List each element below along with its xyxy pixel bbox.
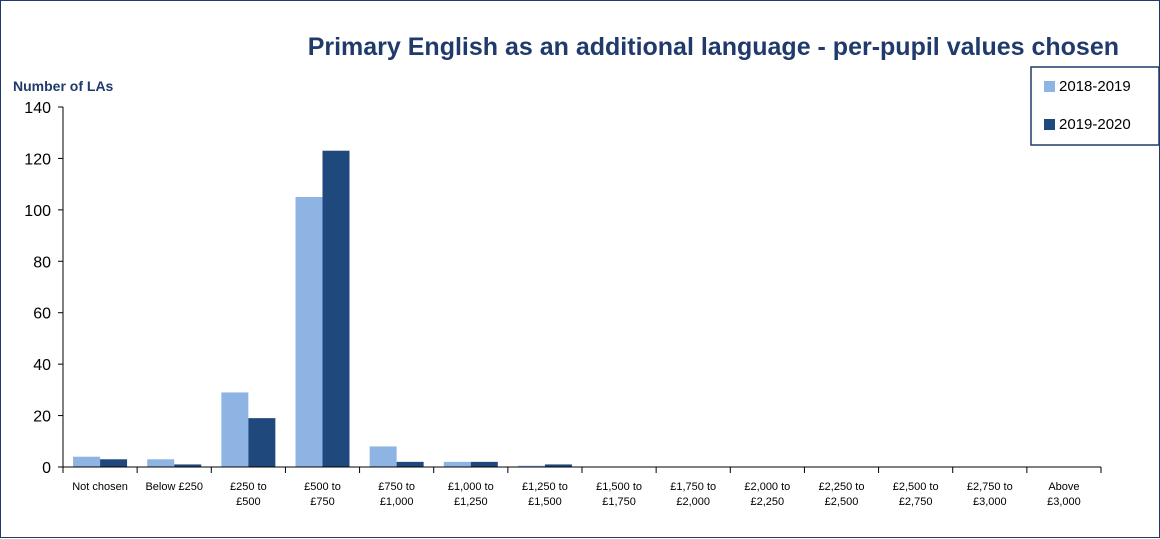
bar-2018-2019 — [443, 461, 471, 467]
y-axis: 0 20 40 60 80 100 120 140 — [24, 100, 64, 477]
bars — [73, 150, 572, 467]
y-tick-label: 140 — [24, 100, 51, 117]
bar-2019-2020 — [100, 459, 128, 467]
x-tick-label: £250 to £500 — [230, 481, 267, 508]
x-tick-label: £2,000 to £2,250 — [744, 481, 790, 508]
bar-2019-2020 — [322, 150, 350, 467]
legend-label: 2018-2019 — [1059, 78, 1131, 95]
x-tick-label: £1,000 to £1,250 — [448, 481, 494, 508]
x-tick-label: Not chosen — [72, 481, 128, 493]
bar-2018-2019 — [147, 459, 175, 467]
x-tick-label: £500 to £750 — [304, 481, 341, 508]
bar-2019-2020 — [470, 461, 498, 467]
bar-2019-2020 — [174, 464, 202, 467]
legend-label: 2019-2020 — [1059, 116, 1131, 133]
bar-2019-2020 — [396, 461, 424, 467]
legend-box — [1030, 66, 1160, 146]
bar-2018-2019 — [221, 392, 249, 467]
x-axis: Not chosen Below £250 £250 to £500 £500 to £7… — [62, 466, 1102, 508]
bar-2018-2019 — [73, 456, 101, 467]
x-tick-label: £750 to £1,000 — [378, 481, 415, 508]
legend-swatch — [1044, 119, 1055, 130]
bar-2018-2019 — [295, 197, 323, 467]
bar-2019-2020 — [248, 418, 276, 467]
bar-2019-2020 — [544, 464, 572, 467]
bar-2018-2019 — [517, 465, 545, 467]
y-tick-label: 80 — [33, 254, 51, 271]
y-tick-label: 120 — [24, 151, 51, 168]
x-tick-label: Below £250 — [145, 481, 203, 493]
x-tick-label: £2,750 to £3,000 — [967, 481, 1013, 508]
y-tick-label: 40 — [33, 357, 51, 374]
x-tick-label: £2,500 to £2,750 — [893, 481, 939, 508]
bar-2018-2019 — [369, 446, 397, 467]
legend: 2018-2019 2019-2020 — [1030, 66, 1160, 146]
y-axis-label: Number of LAs — [13, 78, 114, 94]
x-tick-label: £1,500 to £1,750 — [596, 481, 642, 508]
legend-swatch — [1044, 81, 1055, 92]
x-tick-label: £2,250 to £2,500 — [819, 481, 865, 508]
y-tick-label: 100 — [24, 203, 51, 220]
x-tick-label: Above £3,000 — [1047, 481, 1081, 508]
y-tick-label: 0 — [42, 460, 51, 477]
y-tick-label: 20 — [33, 409, 51, 426]
x-tick-label: £1,250 to £1,500 — [522, 481, 568, 508]
chart-title: Primary English as an additional languag… — [308, 33, 1119, 61]
x-tick-label: £1,750 to £2,000 — [670, 481, 716, 508]
y-tick-label: 60 — [33, 306, 51, 323]
